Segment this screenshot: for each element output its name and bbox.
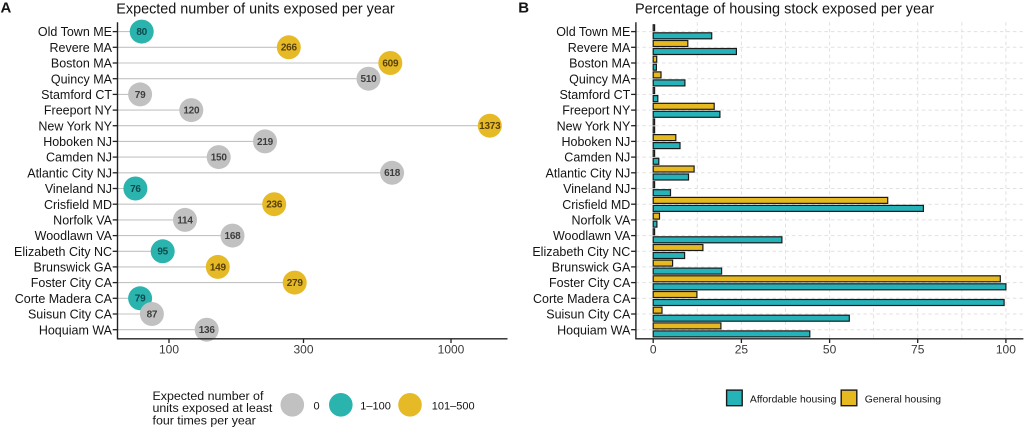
svg-text:Brunswick GA: Brunswick GA (552, 261, 631, 275)
svg-text:Hoquiam WA: Hoquiam WA (39, 323, 113, 337)
svg-text:Elizabeth City NC: Elizabeth City NC (14, 245, 112, 259)
svg-text:50: 50 (823, 343, 837, 357)
svg-text:136: 136 (199, 325, 216, 336)
svg-text:Expected number of: Expected number of (153, 389, 264, 403)
svg-text:149: 149 (210, 262, 227, 273)
svg-text:79: 79 (135, 294, 146, 305)
svg-text:87: 87 (147, 309, 158, 320)
svg-text:76: 76 (130, 184, 141, 195)
svg-text:0: 0 (650, 343, 657, 357)
svg-text:B: B (518, 0, 529, 17)
svg-text:Hoboken NJ: Hoboken NJ (562, 135, 631, 149)
svg-text:1–100: 1–100 (360, 400, 391, 412)
svg-text:609: 609 (382, 58, 399, 69)
svg-text:1373: 1373 (479, 121, 501, 132)
svg-text:219: 219 (257, 137, 274, 148)
svg-text:266: 266 (281, 43, 298, 54)
svg-text:Norfolk VA: Norfolk VA (571, 214, 630, 228)
svg-text:Norfolk VA: Norfolk VA (53, 214, 112, 228)
svg-text:Quincy MA: Quincy MA (51, 72, 113, 86)
svg-text:Quincy MA: Quincy MA (569, 72, 631, 86)
svg-text:four times per year: four times per year (153, 414, 256, 428)
svg-text:95: 95 (157, 247, 168, 258)
svg-text:Stamford CT: Stamford CT (41, 88, 112, 102)
svg-text:Old Town ME: Old Town ME (38, 25, 112, 39)
svg-text:Atlantic City NJ: Atlantic City NJ (27, 166, 112, 180)
svg-text:Camden NJ: Camden NJ (46, 151, 112, 165)
svg-text:79: 79 (135, 90, 146, 101)
svg-text:Stamford CT: Stamford CT (559, 88, 630, 102)
svg-text:25: 25 (735, 343, 749, 357)
svg-text:Percentage of housing stock ex: Percentage of housing stock exposed per … (635, 1, 934, 17)
svg-text:Freeport NY: Freeport NY (44, 104, 113, 118)
svg-text:Hoboken NJ: Hoboken NJ (43, 135, 112, 149)
svg-text:Hoquiam WA: Hoquiam WA (557, 323, 631, 337)
svg-text:Brunswick GA: Brunswick GA (34, 261, 113, 275)
svg-text:Suisun City CA: Suisun City CA (28, 308, 113, 322)
svg-text:101–500: 101–500 (432, 400, 475, 412)
svg-text:Atlantic City NJ: Atlantic City NJ (546, 166, 631, 180)
svg-text:Corte Madera CA: Corte Madera CA (533, 292, 631, 306)
svg-text:Vineland NJ: Vineland NJ (45, 182, 112, 196)
svg-text:Vineland NJ: Vineland NJ (563, 182, 630, 196)
svg-text:Camden NJ: Camden NJ (564, 151, 630, 165)
svg-text:Revere MA: Revere MA (49, 41, 112, 55)
svg-text:Woodlawn VA: Woodlawn VA (35, 229, 113, 243)
svg-text:Elizabeth City NC: Elizabeth City NC (532, 245, 630, 259)
svg-text:Old Town ME: Old Town ME (556, 25, 630, 39)
svg-text:75: 75 (911, 343, 925, 357)
svg-text:150: 150 (211, 153, 228, 164)
svg-text:80: 80 (136, 27, 147, 38)
svg-text:168: 168 (225, 231, 242, 242)
svg-text:300: 300 (293, 343, 313, 357)
svg-text:0: 0 (314, 400, 320, 412)
svg-text:Corte Madera CA: Corte Madera CA (15, 292, 113, 306)
svg-text:Boston MA: Boston MA (569, 57, 631, 71)
svg-text:Woodlawn VA: Woodlawn VA (553, 229, 631, 243)
svg-text:A: A (1, 0, 12, 17)
svg-text:120: 120 (183, 106, 200, 117)
svg-text:510: 510 (361, 74, 378, 85)
svg-text:1000: 1000 (438, 343, 465, 357)
svg-text:Boston MA: Boston MA (51, 57, 113, 71)
svg-text:New York NY: New York NY (38, 119, 112, 133)
svg-text:New York NY: New York NY (557, 119, 631, 133)
svg-text:Affordable housing: Affordable housing (750, 395, 837, 406)
svg-text:Foster City CA: Foster City CA (31, 276, 113, 290)
svg-text:236: 236 (266, 200, 283, 211)
svg-text:100: 100 (996, 343, 1016, 357)
svg-text:279: 279 (287, 278, 304, 289)
svg-text:Crisfield MD: Crisfield MD (44, 198, 112, 212)
svg-text:114: 114 (177, 215, 193, 226)
svg-text:General housing: General housing (865, 395, 941, 406)
svg-text:Freeport NY: Freeport NY (562, 104, 631, 118)
svg-text:units exposed at least: units exposed at least (153, 401, 273, 415)
svg-text:Crisfield MD: Crisfield MD (562, 198, 630, 212)
svg-text:100: 100 (159, 343, 179, 357)
svg-text:Suisun City CA: Suisun City CA (546, 308, 631, 322)
svg-text:Revere MA: Revere MA (568, 41, 631, 55)
svg-text:Foster City CA: Foster City CA (549, 276, 631, 290)
svg-text:Expected number of units expos: Expected number of units exposed per yea… (116, 1, 395, 17)
svg-text:618: 618 (384, 168, 401, 179)
